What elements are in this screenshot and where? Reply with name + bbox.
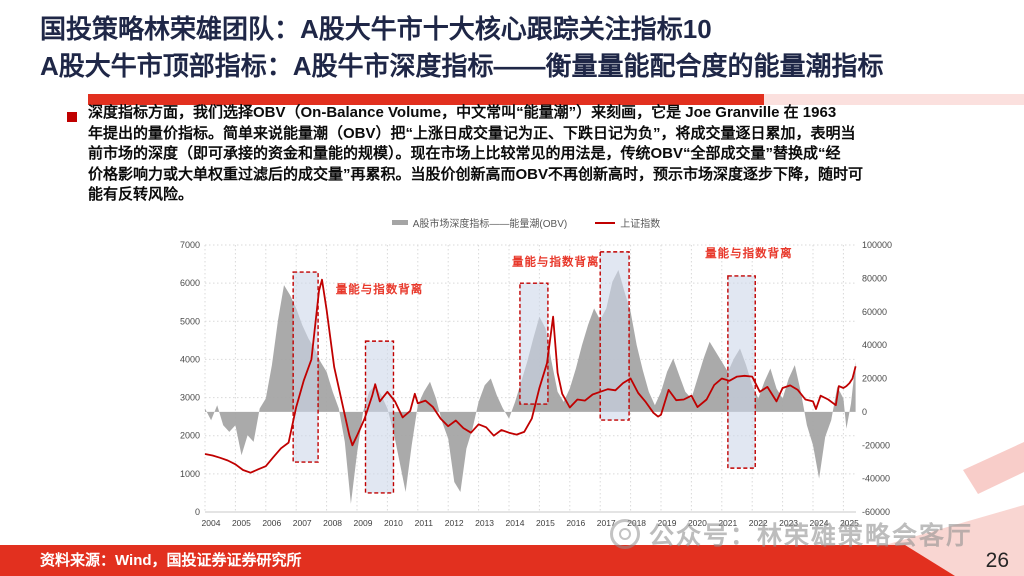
- watermark: 公众号：林荣雄策略会客厅: [610, 516, 973, 552]
- source-note: 资料来源：Wind，国投证券证券研究所: [40, 552, 302, 569]
- x-axis-tick-label: 2006: [262, 518, 281, 528]
- page-number: 26: [985, 549, 1009, 572]
- right-axis-tick-label: -60000: [862, 507, 890, 517]
- title-underline-bar: [88, 94, 764, 105]
- left-axis-tick-label: 5000: [180, 316, 200, 326]
- obv-index-chart: 0 1000 2000 3000 4000 5000 6000 7000 -60000 -4000…: [180, 240, 892, 528]
- x-axis-tick-label: 2008: [323, 518, 342, 528]
- legend-line-swatch: [595, 221, 616, 224]
- divergence-highlight-box: [292, 271, 319, 463]
- x-axis-tick-label: 2004: [202, 518, 221, 528]
- x-axis-tick-label: 2011: [415, 518, 434, 528]
- x-axis-tick-label: 2024: [810, 518, 829, 528]
- right-axis-tick-label: 0: [862, 407, 867, 417]
- left-axis-tick-label: 6000: [180, 278, 200, 288]
- x-axis-tick-label: 2009: [354, 518, 373, 528]
- watermark-text: 公众号：林荣雄策略会客厅: [649, 522, 974, 550]
- right-axis-tick-label: 100000: [862, 240, 892, 250]
- left-axis-tick-label: 7000: [180, 240, 200, 250]
- x-axis-tick-label: 2014: [506, 518, 525, 528]
- left-axis-tick-label: 3000: [180, 393, 200, 403]
- x-axis-tick-label: 2025: [840, 518, 859, 528]
- watermark-logo-icon: [610, 519, 640, 549]
- right-axis-tick-label: -40000: [862, 474, 890, 484]
- x-axis-tick-label: 2021: [718, 518, 737, 528]
- index-line-series: [204, 278, 857, 474]
- corner-accent-shape: [963, 442, 1024, 494]
- right-axis-tick-label: 80000: [862, 273, 887, 283]
- title-underline-bar-faded: [764, 94, 1024, 105]
- chart-legend: A股市场深度指标——能量潮(OBV) 上证指数: [180, 215, 872, 230]
- legend-label: 上证指数: [620, 219, 661, 230]
- x-axis-tick-label: 2015: [536, 518, 555, 528]
- divergence-annotation: 量能与指数背离: [512, 255, 600, 269]
- left-axis-tick-label: 2000: [180, 431, 200, 441]
- legend-area-swatch: [391, 220, 408, 225]
- page-title-line1: 国投策略林荣雄团队：A股大牛市十大核心跟踪关注指标10: [40, 14, 712, 44]
- x-axis-tick-label: 2017: [597, 518, 616, 528]
- right-axis-tick-label: -20000: [862, 440, 890, 450]
- x-axis-tick-label: 2016: [566, 518, 585, 528]
- divergence-highlight-box: [519, 282, 549, 405]
- divergence-highlight-box: [364, 340, 395, 494]
- right-axis-tick-label: 40000: [862, 340, 887, 350]
- legend-item: A股市场深度指标——能量潮(OBV): [391, 215, 568, 230]
- x-axis-tick-label: 2013: [475, 518, 494, 528]
- x-axis-tick-label: 2023: [779, 518, 798, 528]
- divergence-annotation: 量能与指数背离: [336, 282, 424, 296]
- left-axis-tick-label: 1000: [180, 469, 200, 479]
- legend-label: A股市场深度指标——能量潮(OBV): [412, 219, 568, 230]
- right-axis-tick-label: 20000: [862, 374, 887, 384]
- legend-item: 上证指数: [595, 215, 660, 230]
- page-title-line2: A股大牛市顶部指标：A股牛市深度指标——衡量量能配合度的能量潮指标: [40, 51, 884, 81]
- left-axis-tick-label: 4000: [180, 354, 200, 364]
- left-axis-tick-label: 0: [195, 507, 200, 517]
- x-axis-tick-label: 2022: [749, 518, 768, 528]
- x-axis-tick-label: 2018: [627, 518, 646, 528]
- right-axis-tick-label: 60000: [862, 307, 887, 317]
- x-axis-tick-label: 2005: [232, 518, 251, 528]
- x-axis-tick-label: 2019: [658, 518, 677, 528]
- x-axis-tick-label: 2007: [293, 518, 312, 528]
- x-axis-tick-label: 2010: [384, 518, 403, 528]
- body-paragraph: 深度指标方面，我们选择OBV（On-Balance Volume，中文常叫“能量…: [88, 104, 864, 203]
- page-title: 国投策略林荣雄团队：A股大牛市十大核心跟踪关注指标10 A股大牛市顶部指标：A股…: [40, 11, 884, 85]
- divergence-annotation: 量能与指数背离: [705, 246, 793, 260]
- x-axis-tick-label: 2012: [445, 518, 464, 528]
- divergence-highlight-box: [599, 251, 630, 421]
- x-axis-tick-label: 2020: [688, 518, 707, 528]
- divergence-highlight-box: [727, 275, 756, 469]
- bullet-square-icon: [67, 112, 77, 122]
